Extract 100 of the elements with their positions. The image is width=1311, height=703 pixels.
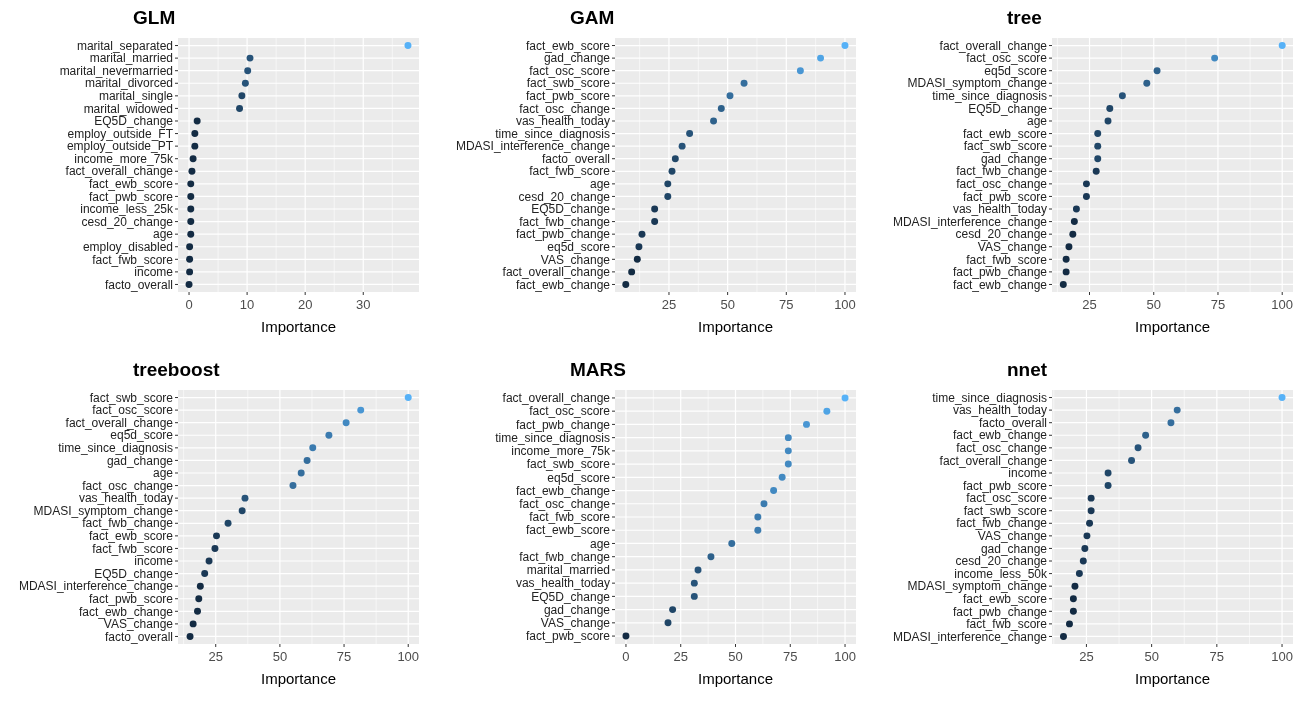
x-tick-label: 75 xyxy=(783,649,798,664)
y-tick-label: EQ5D_change xyxy=(94,114,174,129)
y-tick-label: time_since_diagnosis xyxy=(58,441,173,456)
point xyxy=(1070,218,1078,226)
point xyxy=(694,566,702,574)
x-tick-label: 10 xyxy=(239,297,255,312)
point xyxy=(1060,632,1067,640)
point xyxy=(325,431,333,439)
y-tick-label: marital_married xyxy=(89,51,173,66)
x-tick-label: 100 xyxy=(834,649,856,664)
point xyxy=(191,142,199,150)
point xyxy=(1128,456,1136,464)
y-tick-label: fact_osc_change xyxy=(956,177,1048,192)
point xyxy=(1106,104,1114,112)
y-tick-label: fact_pwb_change xyxy=(952,265,1048,280)
y-tick-label: gad_change xyxy=(980,541,1048,556)
point xyxy=(1104,482,1112,490)
y-tick-label: vas_health_today xyxy=(515,576,610,591)
point xyxy=(1087,494,1095,502)
point xyxy=(1153,67,1161,75)
x-tick-label: 25 xyxy=(673,649,688,664)
y-tick-label: income_less_25k xyxy=(80,202,174,217)
y-tick-label: marital_widowed xyxy=(83,101,173,116)
point xyxy=(740,79,748,87)
y-tick-label: cesd_20_change xyxy=(81,214,174,229)
chart-title: tree xyxy=(1007,7,1042,28)
chart-title: nnet xyxy=(1007,359,1048,380)
y-tick-label: fact_swb_score xyxy=(526,76,611,91)
point xyxy=(187,180,195,188)
point xyxy=(194,607,201,615)
point xyxy=(241,79,249,87)
point xyxy=(205,557,213,565)
y-tick-label: vas_health_today xyxy=(515,114,610,129)
point xyxy=(187,230,195,238)
y-tick-label: fact_swb_score xyxy=(526,457,611,472)
point xyxy=(754,513,762,521)
y-tick-label: fact_pwb_score xyxy=(525,89,611,104)
x-axis-title: Importance xyxy=(697,670,774,687)
point xyxy=(778,473,786,481)
y-tick-label: facto_overall xyxy=(104,277,173,292)
y-tick-label: MDASI_interference_change xyxy=(18,579,174,594)
point xyxy=(188,167,196,175)
point xyxy=(1104,117,1112,125)
y-tick-label: fact_fwb_score xyxy=(92,252,174,267)
point xyxy=(760,500,768,508)
y-tick-label: fact_pwb_change xyxy=(515,227,611,242)
point xyxy=(1062,255,1070,263)
point xyxy=(690,592,698,600)
y-tick-label: fact_pwb_score xyxy=(962,189,1048,204)
y-tick-label: EQ5D_change xyxy=(94,566,174,581)
point xyxy=(238,92,246,100)
point xyxy=(638,230,646,238)
point xyxy=(1069,230,1077,238)
y-tick-label: cesd_20_change xyxy=(518,189,611,204)
y-tick-label: EQ5D_change xyxy=(531,589,611,604)
point xyxy=(1082,180,1090,188)
point xyxy=(1081,544,1089,552)
point xyxy=(664,180,672,188)
y-tick-label: fact_ewb_score xyxy=(88,177,174,192)
x-tick-label: 100 xyxy=(397,649,420,664)
y-tick-label: vas_health_today xyxy=(952,403,1047,418)
y-tick-label: income xyxy=(134,265,174,280)
point xyxy=(342,419,350,427)
point xyxy=(1211,54,1219,62)
y-tick-label: age xyxy=(589,177,611,192)
point xyxy=(1278,394,1286,402)
point xyxy=(189,620,197,628)
point xyxy=(784,434,792,442)
y-tick-label: vas_health_today xyxy=(78,491,173,506)
y-tick-label: EQ5D_change xyxy=(531,202,611,217)
y-tick-label: age xyxy=(589,536,611,551)
y-tick-label: EQ5D_change xyxy=(968,101,1048,116)
point xyxy=(195,595,203,603)
point xyxy=(671,155,679,163)
point xyxy=(669,606,677,614)
point xyxy=(244,67,252,75)
point xyxy=(1087,507,1095,515)
point xyxy=(678,142,686,150)
point xyxy=(1134,444,1142,452)
y-tick-label: fact_pwb_score xyxy=(962,478,1048,493)
point xyxy=(664,619,672,627)
point xyxy=(1072,205,1080,213)
y-tick-label: fact_overall_change xyxy=(65,415,174,430)
point xyxy=(1142,431,1150,439)
point xyxy=(635,243,643,251)
point xyxy=(186,255,194,263)
point xyxy=(238,507,246,515)
chart-title: treeboost xyxy=(133,359,221,380)
x-tick-label: 50 xyxy=(728,649,743,664)
point xyxy=(710,117,718,125)
y-tick-label: fact_overall_change xyxy=(939,38,1048,53)
y-tick-label: gad_change xyxy=(980,151,1048,166)
y-tick-label: gad_change xyxy=(106,453,174,468)
y-tick-label: fact_ewb_change xyxy=(515,483,611,498)
x-tick-label: 100 xyxy=(834,297,856,312)
y-tick-label: fact_swb_score xyxy=(89,390,174,405)
point xyxy=(213,532,220,540)
x-tick-label: 75 xyxy=(779,297,794,312)
point xyxy=(622,632,630,640)
point xyxy=(191,130,199,138)
